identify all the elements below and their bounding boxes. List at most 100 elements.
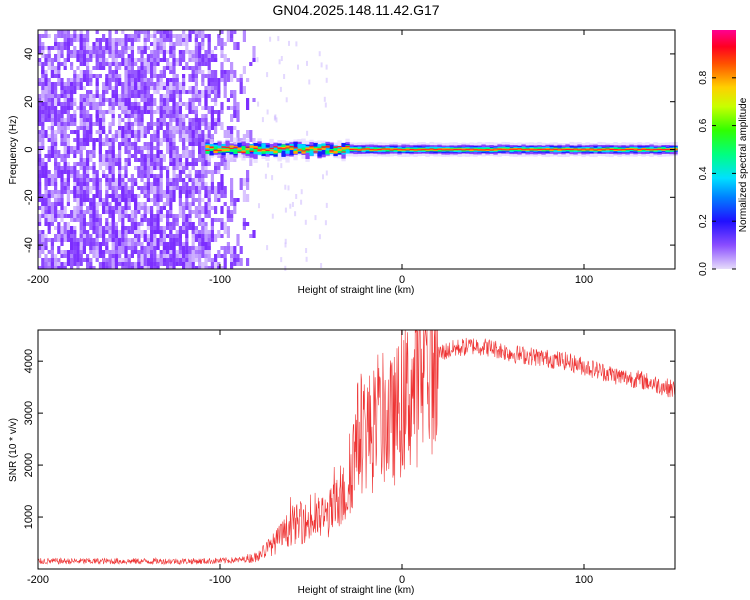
spectrogram-cell [465,149,470,151]
spectrogram-cell [214,254,218,262]
spectrogram-cell [175,146,179,154]
spectrogram-cell [86,198,90,202]
spectrogram-cell [188,262,192,266]
spectrogram-cell [102,122,106,126]
spectrogram-cell [159,138,163,142]
spectrogram-cell [188,118,192,122]
spectrogram-cell [175,122,179,130]
colorbar-ticks: 0.00.20.40.60.8 [698,70,736,276]
spectrogram-cell [321,147,326,150]
spectrogram-cell [82,54,86,66]
spectrogram-cell [166,234,170,238]
spectrogram-cell [513,148,518,150]
spectrogram-cell [127,74,131,86]
spectrogram-cell [111,78,115,82]
spectrogram-cell [497,148,502,150]
spectrogram-cell [201,90,205,98]
spectrogram-cell [201,118,205,126]
spectrogram-cell [269,147,274,151]
spectrogram-cell [146,98,150,106]
spectrogram-cell [124,110,128,114]
spectrogram-cell [102,82,106,94]
spectrogram-cell [38,46,42,54]
spectrogram-cell [140,66,144,78]
spectrogram-cell [305,256,308,262]
spectrogram-cell [175,58,179,62]
spectrogram-cell [111,174,115,182]
spectrogram-cell [105,142,109,146]
spectrogram-cell [134,238,138,250]
spectrogram-cell [44,214,48,218]
spectrogram-cell [305,248,308,253]
spectrogram-cell [625,149,630,151]
spectrogram-cell [82,250,86,254]
spectrogram-cell [237,147,242,150]
spectrogram-cell [89,134,93,142]
spectrogram-cell [121,238,125,246]
spectrogram-cell [111,178,115,182]
spectrogram-cell [82,166,86,178]
spectrogram-cell [169,54,173,58]
spectrogram-cell [137,222,141,226]
spectrogram-cell [207,130,211,134]
spectrogram-cell [172,126,176,130]
spectrogram-cell [401,149,406,151]
y-tick-label: 0 [23,146,35,152]
spectrogram-cell [127,142,131,146]
spectrogram-cell [102,142,106,146]
spectrogram-cell [118,38,122,46]
spectrogram-cell [102,90,106,94]
spectrogram-cell [38,230,42,234]
spectrogram-cell [261,143,266,150]
spectrogram-cell [66,122,70,126]
spectrogram-cell [162,190,166,198]
spectrogram-cell [54,66,58,70]
spectrogram-cell [76,54,80,62]
spectrogram-cell [41,78,45,82]
spectrogram-cell [114,70,118,74]
spectrogram-cell [353,149,358,151]
spectrogram-cell [207,266,211,269]
spectrogram-cell [150,198,154,202]
spectrogram-cell [108,98,112,106]
spectrogram-cell [162,230,166,234]
spectrogram-cell [130,50,134,62]
spectrogram-cell [172,254,176,258]
spectrogram-cell [205,149,210,151]
spectrogram-cell [266,245,269,251]
spectrogram-cell [63,46,67,50]
spectrogram-cell [194,174,198,178]
spectrogram-cell [280,56,283,61]
spectrogram-cell [166,258,170,269]
spectrogram-cell [146,246,150,254]
spectrogram-cell [140,122,144,126]
spectrogram-cell [54,34,58,38]
spectrogram-cell [605,148,610,150]
spectrogram-cell [86,42,90,50]
spectrogram-cell [233,158,237,162]
spectrogram-cell [188,150,192,158]
spectrogram-cell [57,174,61,178]
spectrogram-cell [66,138,70,146]
spectrogram-cell [44,110,48,114]
spectrogram-cell [625,148,630,150]
spectrogram-cell [41,242,45,254]
spectrogram-cell [191,98,195,110]
spectrogram-cell [236,130,240,142]
spectrogram-cell [134,106,138,110]
spectrogram-cell [47,34,51,38]
spectrogram-cell [156,178,160,182]
spectrogram-cell [217,266,221,269]
spectrogram-cell [54,54,58,62]
spectrogram-cell [102,254,106,258]
spectrogram-cell [82,74,86,82]
spectrogram-cell [178,50,182,54]
spectrogram-cell [172,194,176,198]
spectrogram-cell [105,150,109,154]
spectrogram-cell [201,250,205,258]
spectrogram-cell [76,190,80,194]
spectrogram-cell [121,242,125,246]
spectrogram-cell [63,266,67,269]
spectrogram-cell [121,38,125,42]
